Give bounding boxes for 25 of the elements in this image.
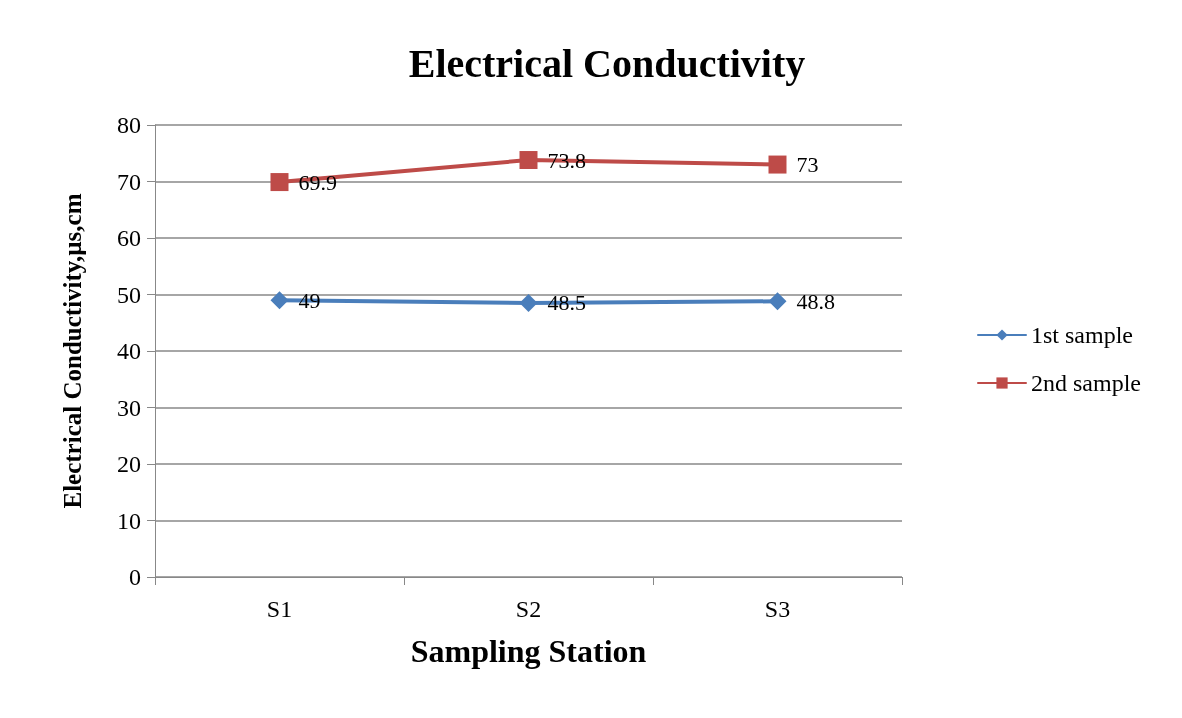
y-tick-label: 10 <box>117 507 141 534</box>
legend-label: 1st sample <box>1031 322 1134 348</box>
y-tick-label: 0 <box>129 564 141 590</box>
point <box>768 155 787 174</box>
y-tick-label: 80 <box>117 112 141 138</box>
point <box>270 173 289 192</box>
y-tick-label: 20 <box>117 451 141 477</box>
y-tick-label: 50 <box>117 281 141 308</box>
y-tick-label: 60 <box>117 225 141 251</box>
x-tick-label: S1 <box>266 596 293 622</box>
data-label: 73 <box>796 152 819 178</box>
point <box>519 151 538 170</box>
x-tick-label: S3 <box>764 596 791 622</box>
x-tick-label: S2 <box>515 596 542 622</box>
data-label: 48.8 <box>796 288 835 314</box>
y-axis-title: Electrical Conductivity,µs,cm <box>59 193 86 509</box>
chart-title: Electrical Conductivity <box>408 40 806 86</box>
legend-label: 2nd sample <box>1031 370 1141 396</box>
point <box>270 291 289 310</box>
point <box>519 293 538 312</box>
point <box>768 292 787 311</box>
y-tick-label: 40 <box>117 338 141 364</box>
x-axis-title: Sampling Station <box>410 633 647 669</box>
y-tick-label: 70 <box>117 168 141 195</box>
y-tick-label: 30 <box>117 394 141 421</box>
